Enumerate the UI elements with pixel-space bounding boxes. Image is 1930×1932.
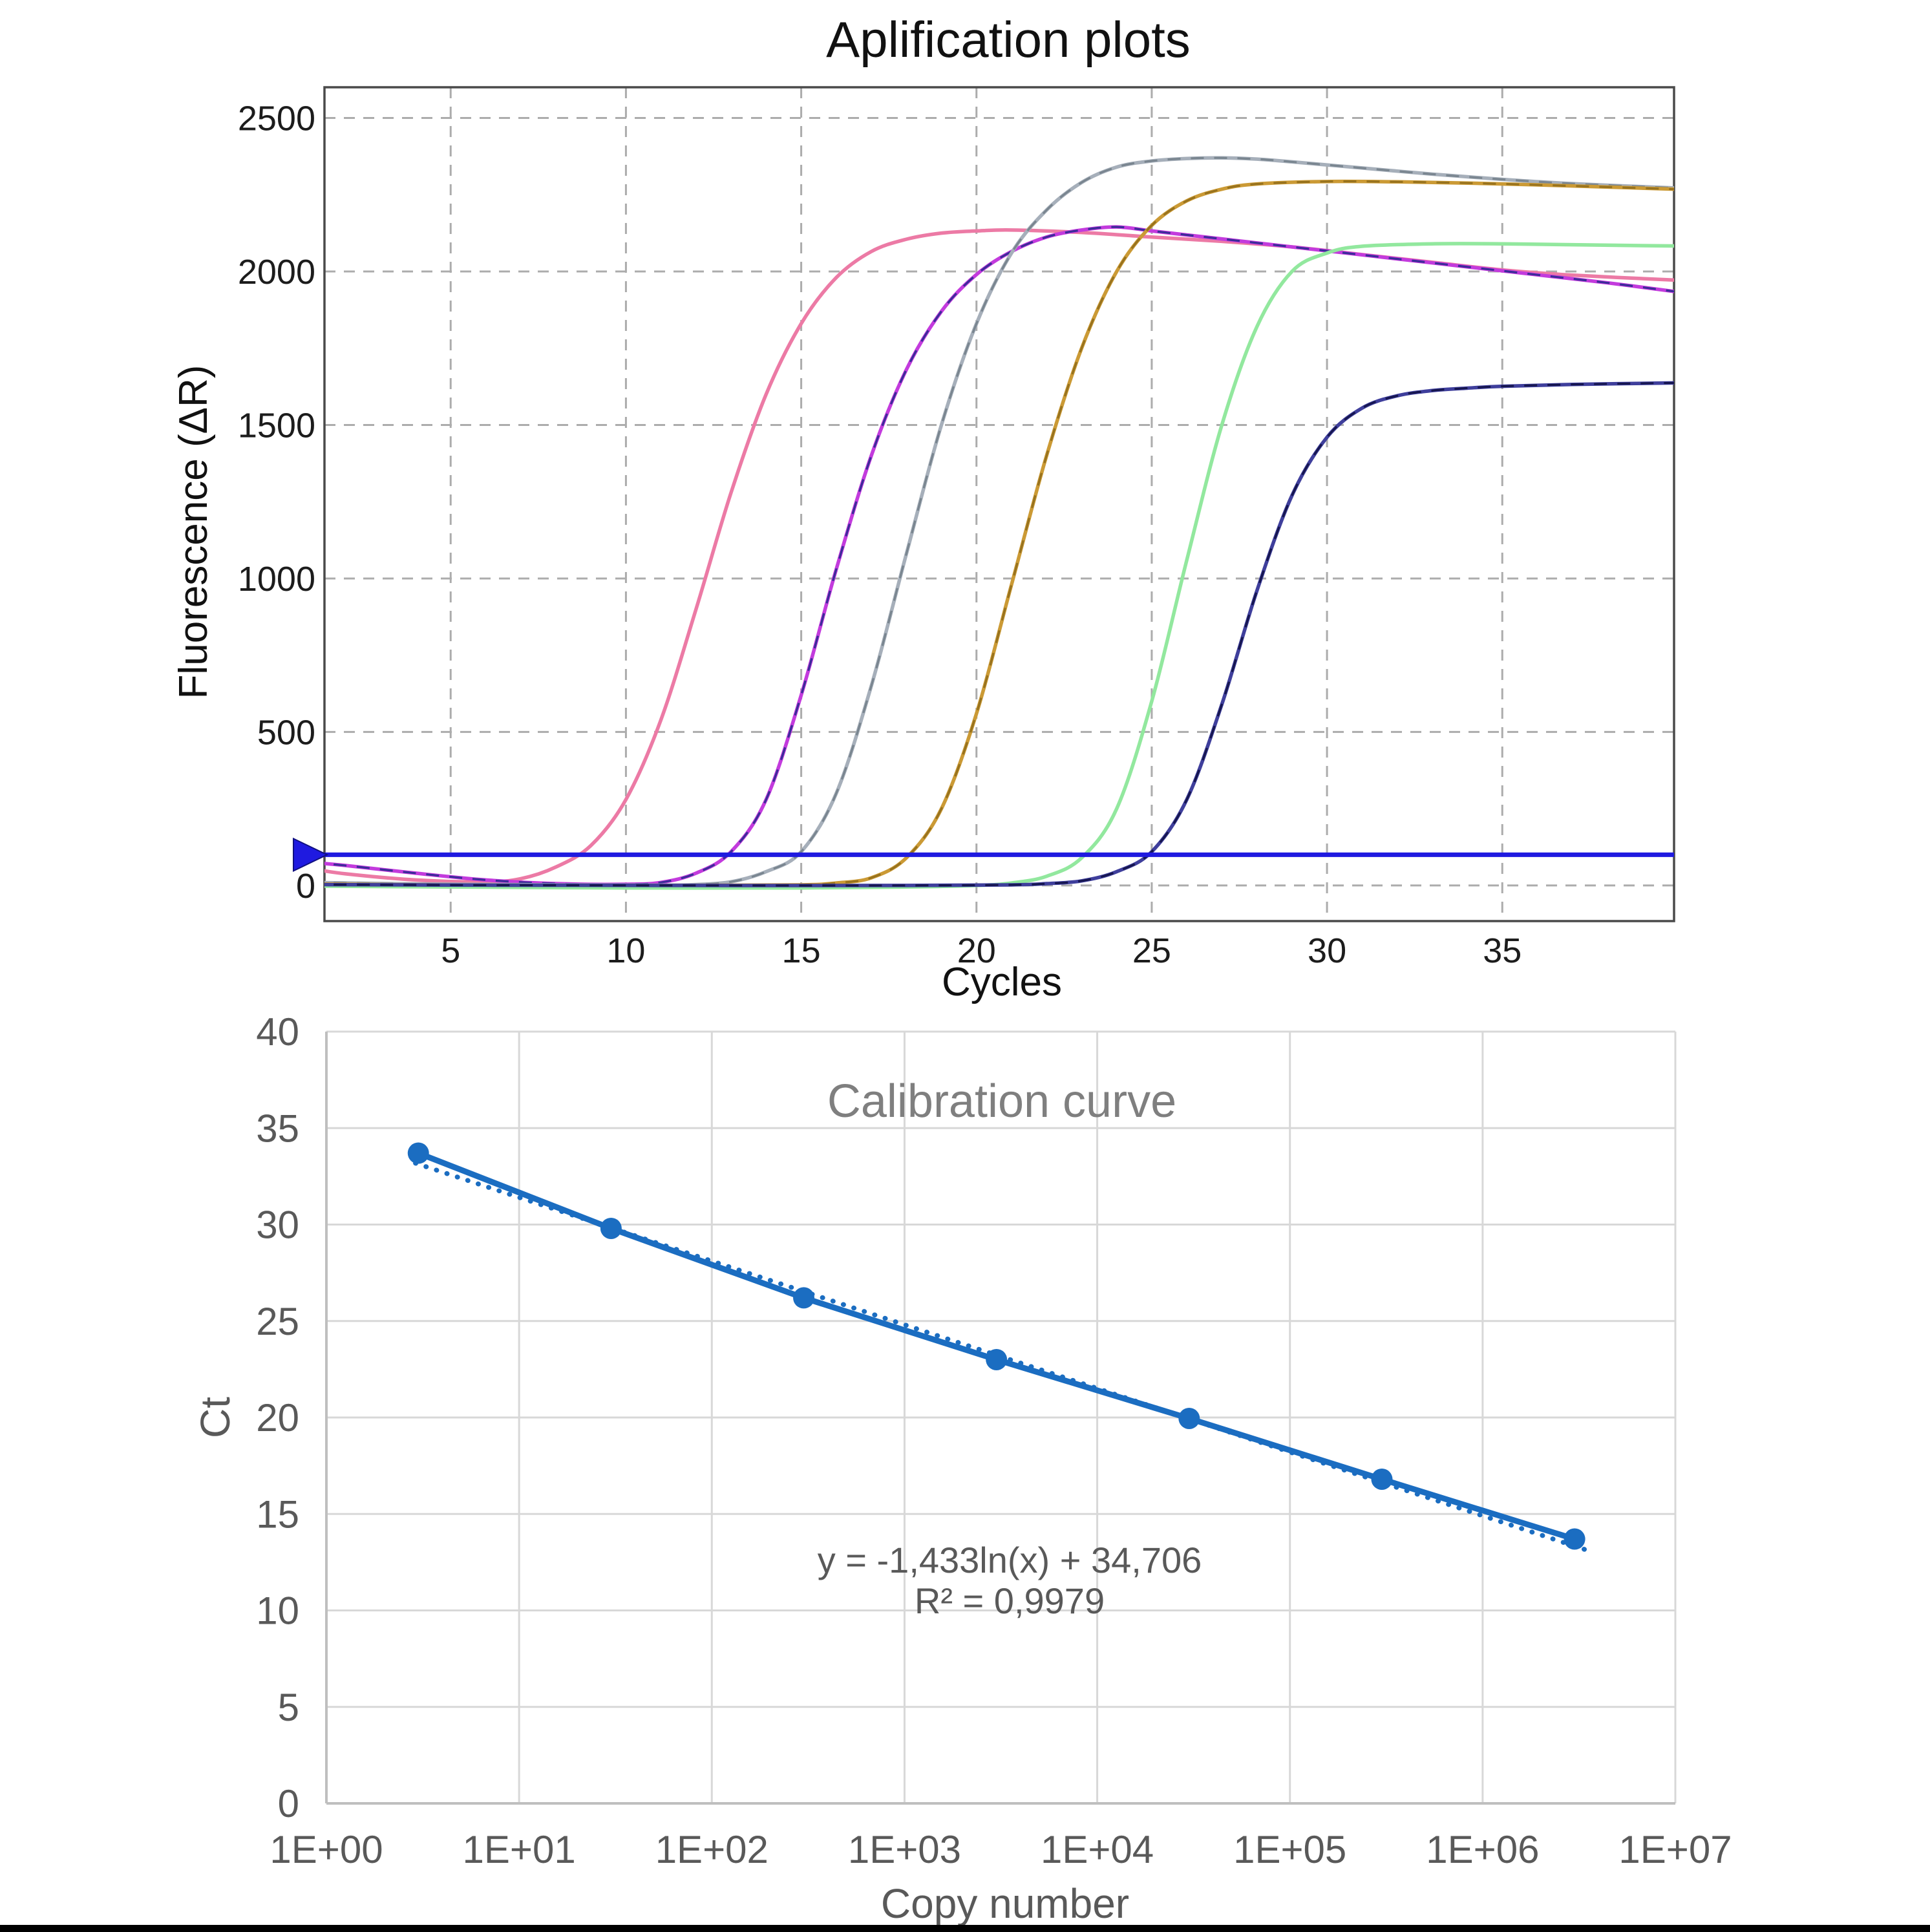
calibration-point [600,1217,622,1239]
calibration-point [1371,1469,1393,1491]
calibration-point [1564,1528,1585,1550]
curve-overlay-sample-6-navy [324,381,1674,887]
amplification-plot-border [323,86,1675,922]
y-tick-label: 2500 [238,99,315,138]
x-tick-label: 1E+06 [1426,1828,1539,1871]
x-tick-label: 1E+07 [1618,1828,1732,1871]
curve-sample-1-pink [324,228,1674,884]
curve-overlay-sample-2-magenta [324,226,1674,886]
x-tick-label: 1E+00 [270,1828,383,1871]
y-tick-label: 40 [256,1010,299,1054]
y-tick-label: 0 [278,1782,299,1825]
x-tick-label: 25 [1132,931,1171,970]
calibration-line [415,1150,1578,1542]
x-tick-label: 30 [1308,931,1346,970]
trendline-dotted [413,1160,1593,1554]
threshold-marker-triangle [293,837,329,873]
calibration-point [793,1287,815,1309]
y-tick-label: 35 [256,1107,299,1150]
y-tick-label: 2000 [238,253,315,292]
y-tick-label: 15 [256,1492,299,1536]
x-tick-label: 35 [1483,931,1522,970]
trendline-equation: y = -1,433ln(x) + 34,706 [818,1540,1202,1580]
curve-overlay-sample-4-gold [324,180,1674,887]
amplification-gridlines [324,87,1674,921]
x-tick-label: 5 [441,931,460,970]
calibration-chart-title: Calibration curve [827,1076,1176,1127]
calibration-x-axis-title: Copy number [881,1880,1129,1927]
x-tick-label: 1E+03 [848,1828,961,1871]
trendline-r-squared: R² = 0,9979 [915,1580,1105,1621]
y-tick-label: 1500 [238,406,315,445]
curve-sample-6-navy [324,381,1674,887]
y-tick-label: 500 [257,713,315,752]
x-tick-label: 15 [782,931,821,970]
amplification-chart: Aplification plots 0 500 1000 1500 2000 2500 5… [171,11,1675,1004]
y-tick-label: 30 [256,1204,299,1247]
calibration-point [986,1348,1008,1370]
y-tick-label: 20 [256,1396,299,1439]
calibration-gridlines [325,1030,1677,1805]
amplification-tick-labels: 0 500 1000 1500 2000 2500 5 10 15 20 25 30 35 [238,99,1522,970]
calibration-point [1178,1407,1200,1429]
x-tick-label: 10 [606,931,645,970]
y-tick-label: 25 [256,1300,299,1343]
y-tick-label: 5 [278,1686,299,1729]
threshold-group [293,837,1674,873]
calibration-tick-labels: 0 5 10 15 20 25 30 35 40 1E+00 1E+01 1E+02 1E+03 1E+0… [256,1010,1732,1871]
y-tick-label: 1000 [238,560,315,599]
amplification-curves [324,156,1674,890]
amplification-chart-title: Aplification plots [826,11,1191,68]
screenshot-bottom-edge [0,1925,1930,1932]
x-tick-label: 1E+01 [463,1828,576,1871]
calibration-chart: 0 5 10 15 20 25 30 35 40 1E+00 1E+01 1E+02 1E+03 1E+0… [192,1010,1732,1927]
y-tick-label: 10 [256,1589,299,1633]
x-tick-label: 20 [957,931,996,970]
y-tick-label: 0 [296,867,315,906]
x-tick-label: 1E+05 [1233,1828,1346,1871]
calibration-y-axis-title: Ct [192,1397,239,1438]
calibration-point [407,1142,429,1164]
amplification-y-axis-title: Fluorescence (ΔR) [171,365,216,699]
calibration-series [407,1142,1593,1554]
x-tick-label: 1E+04 [1041,1828,1154,1871]
curve-sample-2-magenta [324,225,1674,886]
curve-sample-5-green [324,242,1674,890]
x-tick-label: 1E+02 [655,1828,769,1871]
amplification-x-axis-title: Cycles [942,960,1062,1004]
